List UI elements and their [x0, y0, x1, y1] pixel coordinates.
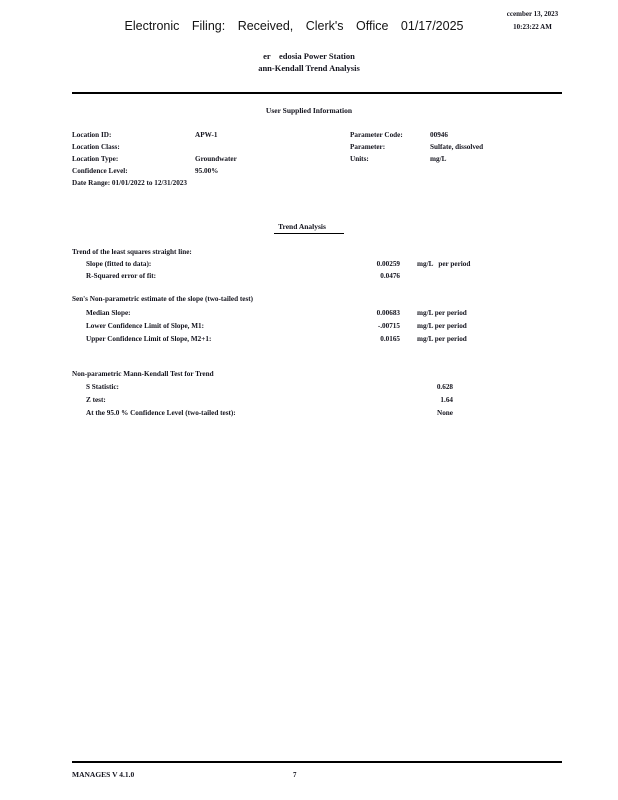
- efiling-stamp: Electronic Filing: Received, Clerk's Off…: [124, 19, 464, 33]
- stat-row: Median Slope: 0.00683 mg/L per period: [0, 309, 618, 319]
- stat-unit: mg/L per period: [417, 309, 467, 317]
- stat-label: Lower Confidence Limit of Slope, M1:: [86, 322, 205, 330]
- report-title-line1: er edosia Power Station: [263, 51, 355, 61]
- report-title-line2: ann-Kendall Trend Analysis: [258, 63, 360, 73]
- field-value: 95.00%: [195, 167, 219, 175]
- page-number: 7: [293, 771, 297, 779]
- stat-unit: mg/L per period: [417, 322, 467, 330]
- user-supplied-heading: User Supplied Information: [265, 106, 353, 115]
- field-value: 00946: [430, 131, 448, 139]
- stat-label: Upper Confidence Limit of Slope, M2+1:: [86, 335, 212, 343]
- top-divider: [72, 92, 562, 94]
- field-label: Confidence Level:: [72, 167, 128, 175]
- mann-kendall-title: Non-parametric Mann-Kendall Test for Tre…: [72, 370, 214, 378]
- stat-row: At the 95.0 % Confidence Level (two-tail…: [0, 409, 618, 419]
- stat-row: Lower Confidence Limit of Slope, M1: -.0…: [0, 322, 618, 332]
- field-label: Location Class:: [72, 143, 120, 151]
- stat-value: 0.00683: [376, 309, 400, 317]
- stat-row: S Statistic: 0.628: [0, 383, 618, 393]
- stat-label: R-Squared error of fit:: [86, 272, 157, 280]
- stat-label: S Statistic:: [86, 383, 119, 391]
- stat-value: 0.00259: [376, 260, 400, 268]
- stat-value: 0.0165: [380, 335, 400, 343]
- info-row: Location Class: Parameter: Sulfate, diss…: [0, 143, 618, 153]
- field-label: Location ID:: [72, 131, 112, 139]
- field-label: Location Type:: [72, 155, 119, 163]
- least-squares-title: Trend of the least squares straight line…: [72, 248, 192, 256]
- field-label: Date Range: 01/01/2022 to 12/31/2023: [72, 179, 187, 187]
- field-label: Parameter Code:: [350, 131, 403, 139]
- field-value: Sulfate, dissolved: [430, 143, 484, 151]
- stat-label: Z test:: [86, 396, 106, 404]
- stamp-date: ccember 13, 2023: [506, 10, 559, 18]
- app-version: MANAGES V 4.1.0: [72, 770, 135, 779]
- stat-unit: mg/L per period: [417, 335, 467, 343]
- stat-value: 0.628: [436, 383, 453, 391]
- stat-row: R-Squared error of fit: 0.0476: [0, 272, 618, 282]
- stat-value: -.00715: [377, 322, 400, 330]
- stat-label: At the 95.0 % Confidence Level (two-tail…: [86, 409, 236, 417]
- stat-row: Z test: 1.64: [0, 396, 618, 406]
- stat-row: Upper Confidence Limit of Slope, M2+1: 0…: [0, 335, 618, 345]
- stat-value: None: [437, 409, 453, 417]
- stat-value: 0.0476: [380, 272, 400, 280]
- stat-unit: mg/L per period: [417, 260, 471, 268]
- stamp-datetime: ccember 13, 2023 10:23:22 AM: [475, 8, 590, 34]
- stat-row: Slope (fitted to data): 0.00259 mg/L per…: [0, 260, 618, 270]
- sens-title: Sen's Non-parametric estimate of the slo…: [72, 295, 254, 303]
- field-value: Groundwater: [195, 155, 237, 163]
- bottom-divider: [72, 761, 562, 763]
- stat-label: Slope (fitted to data):: [86, 260, 152, 268]
- stat-label: Median Slope:: [86, 309, 131, 317]
- field-label: Units:: [350, 155, 369, 163]
- stat-value: 1.64: [440, 396, 453, 404]
- info-row: Confidence Level: 95.00%: [0, 167, 618, 177]
- field-value: mg/L: [430, 155, 447, 163]
- trend-analysis-heading: Trend Analysis: [0, 222, 618, 234]
- field-label: Parameter:: [350, 143, 386, 151]
- info-row: Location ID: APW-1 Parameter Code: 00946: [0, 131, 618, 141]
- info-row: Location Type: Groundwater Units: mg/L: [0, 155, 618, 165]
- report-title: er edosia Power Station ann-Kendall Tren…: [0, 50, 618, 74]
- stamp-time: 10:23:22 AM: [513, 23, 552, 31]
- field-value: APW-1: [195, 131, 218, 139]
- info-row: Date Range: 01/01/2022 to 12/31/2023: [0, 179, 618, 189]
